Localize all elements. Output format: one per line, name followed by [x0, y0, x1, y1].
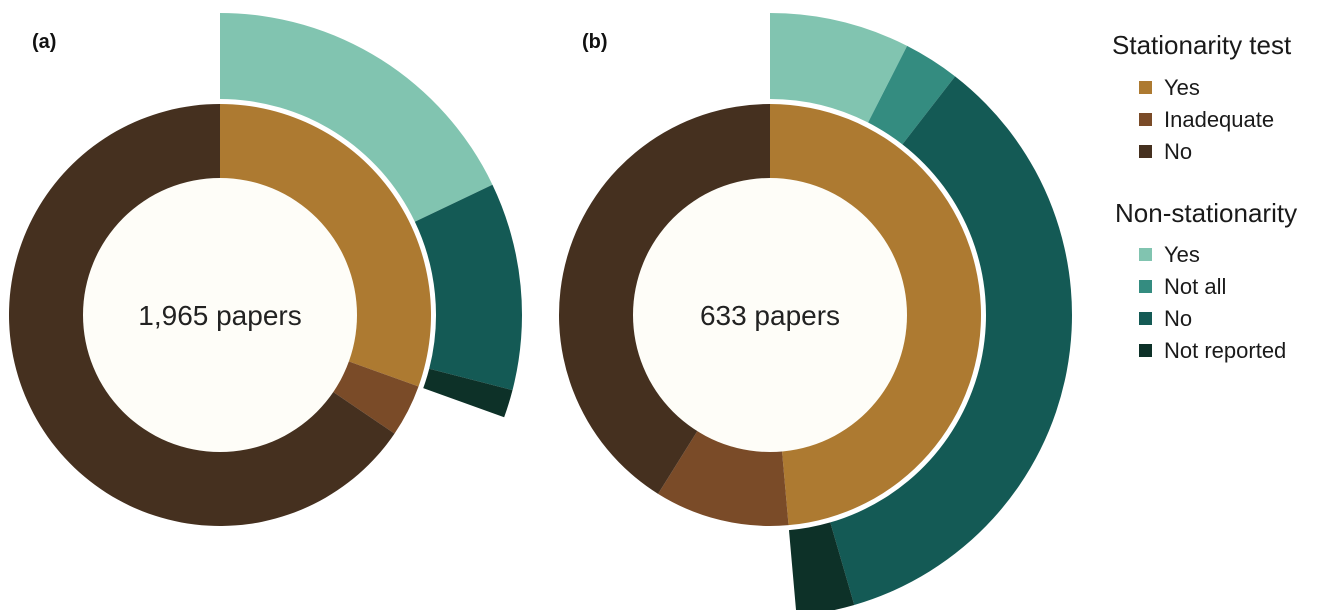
inner-ring-a [8, 104, 431, 526]
legend-group-nonstationarity: Yes Not all No Not reported [1139, 242, 1286, 363]
center-disc-b [633, 178, 907, 452]
legend-label-not-reported: Not reported [1164, 338, 1286, 363]
legend-swatch-inadequate [1139, 113, 1152, 126]
legend-label-not-all: Not all [1164, 274, 1226, 299]
legend-swatch-yes [1139, 248, 1152, 261]
outer-slice-no [830, 76, 1072, 606]
outer-slice-not-reported [788, 522, 855, 610]
legend-swatch-no [1139, 145, 1152, 158]
legend-label-no: No [1164, 139, 1192, 164]
legend-label-inadequate: Inadequate [1164, 107, 1274, 132]
legend-group-stationarity: Yes Inadequate No [1139, 75, 1274, 164]
outer-slice-yes [770, 13, 908, 123]
legend-swatch-not-reported [1139, 344, 1152, 357]
legend-swatch-no [1139, 312, 1152, 325]
panel-label-b: (b) [582, 31, 608, 53]
inner-slice-inadequate [332, 361, 419, 434]
outer-ring-a [220, 13, 522, 418]
chart-panel-a: (a) 1,965 papers [8, 13, 522, 526]
legend-swatch-yes [1139, 81, 1152, 94]
outer-slice-not-all [868, 45, 956, 145]
inner-slice-no [559, 104, 770, 494]
outer-slice-not-reported [423, 368, 513, 418]
chart-panel-b: (b) 633 papers [559, 13, 1072, 610]
outer-ring-b [770, 13, 1072, 610]
outer-slice-no [414, 184, 522, 391]
legend-label-yes: Yes [1164, 242, 1200, 267]
outer-slice-yes [220, 13, 493, 222]
legend-label-no: No [1164, 306, 1192, 331]
legend: Stationarity test Yes Inadequate No Non-st… [1112, 30, 1297, 363]
center-disc-a [83, 178, 357, 452]
legend-swatch-not-all [1139, 280, 1152, 293]
legend-title-stationarity: Stationarity test [1112, 30, 1292, 60]
center-label-b: 633 papers [700, 300, 840, 331]
legend-title-nonstationarity: Non-stationarity [1115, 198, 1297, 228]
panel-label-a: (a) [32, 31, 56, 53]
inner-slice-inadequate [658, 430, 789, 527]
legend-label-yes: Yes [1164, 75, 1200, 100]
inner-slice-yes [770, 104, 982, 526]
inner-slice-yes [220, 104, 431, 387]
inner-ring-b [559, 104, 982, 527]
inner-slice-no [8, 104, 395, 526]
center-label-a: 1,965 papers [138, 300, 301, 331]
